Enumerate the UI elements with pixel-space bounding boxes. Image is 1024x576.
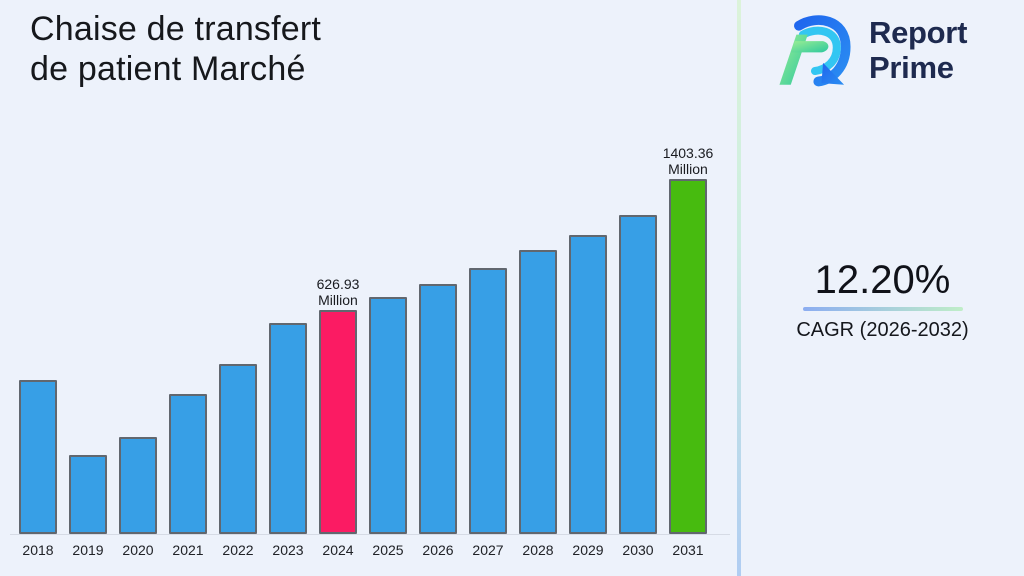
panel-divider bbox=[737, 0, 741, 576]
x-tick-2025: 2025 bbox=[372, 542, 404, 558]
report-prime-logo-mark bbox=[779, 15, 851, 87]
bar-column-2031: 1403.36 Million 2031 bbox=[663, 145, 714, 558]
bar-2024 bbox=[319, 310, 357, 534]
x-tick-2018: 2018 bbox=[22, 542, 54, 558]
bar-column-2028: 2028 bbox=[519, 250, 557, 558]
cagr-label: CAGR (2026-2032) bbox=[796, 319, 969, 341]
cagr-panel: 12.20% CAGR (2026-2032) bbox=[741, 256, 1024, 342]
cagr-value: 12.20% bbox=[814, 258, 951, 302]
page-title: Chaise de transfert de patient Marché bbox=[30, 10, 322, 88]
x-tick-2019: 2019 bbox=[72, 542, 104, 558]
bar-column-2020: 2020 bbox=[119, 437, 157, 558]
x-tick-2020: 2020 bbox=[122, 542, 154, 558]
x-axis-baseline bbox=[10, 534, 730, 535]
bar-2020 bbox=[119, 437, 157, 534]
value-annotation-2024: 626.93 Million bbox=[316, 276, 360, 308]
bar-2018 bbox=[19, 380, 57, 534]
bar-2021 bbox=[169, 394, 207, 534]
x-tick-2031: 2031 bbox=[672, 542, 704, 558]
cagr-underline bbox=[802, 307, 963, 311]
bar-2025 bbox=[369, 297, 407, 534]
bar-2027 bbox=[469, 268, 507, 534]
bar-2031 bbox=[669, 179, 707, 534]
bar-2029 bbox=[569, 235, 607, 534]
x-tick-2028: 2028 bbox=[522, 542, 554, 558]
bar-column-2025: 2025 bbox=[369, 297, 407, 558]
bar-column-2019: 2019 bbox=[69, 455, 107, 558]
value-annotation-2031: 1403.36 Million bbox=[662, 145, 714, 177]
bar-column-2022: 2022 bbox=[219, 364, 257, 558]
bar-2026 bbox=[419, 284, 457, 534]
bar-2030 bbox=[619, 215, 657, 534]
x-tick-2021: 2021 bbox=[172, 542, 204, 558]
x-tick-2023: 2023 bbox=[272, 542, 304, 558]
x-tick-2026: 2026 bbox=[422, 542, 454, 558]
bar-column-2027: 2027 bbox=[469, 268, 507, 558]
bar-column-2029: 2029 bbox=[569, 235, 607, 558]
x-tick-2027: 2027 bbox=[472, 542, 504, 558]
bar-2023 bbox=[269, 323, 307, 534]
bar-2028 bbox=[519, 250, 557, 534]
logo-brand-text: Report Prime bbox=[869, 15, 968, 85]
bar-column-2023: 2023 bbox=[269, 323, 307, 558]
bar-2019 bbox=[69, 455, 107, 534]
bar-column-2024: 626.93 Million 2024 bbox=[317, 276, 360, 558]
x-tick-2024: 2024 bbox=[322, 542, 354, 558]
x-tick-2030: 2030 bbox=[622, 542, 654, 558]
bar-2022 bbox=[219, 364, 257, 534]
bar-column-2018: 2018 bbox=[19, 380, 57, 558]
bar-column-2030: 2030 bbox=[619, 215, 657, 558]
report-prime-logo: Report Prime bbox=[774, 8, 967, 92]
x-tick-2022: 2022 bbox=[222, 542, 254, 558]
bar-column-2021: 2021 bbox=[169, 394, 207, 558]
x-tick-2029: 2029 bbox=[572, 542, 604, 558]
bar-chart: 2018 2019 2020 2021 2022 2023 626.93 Million 20… bbox=[19, 145, 714, 558]
bar-column-2026: 2026 bbox=[419, 284, 457, 558]
